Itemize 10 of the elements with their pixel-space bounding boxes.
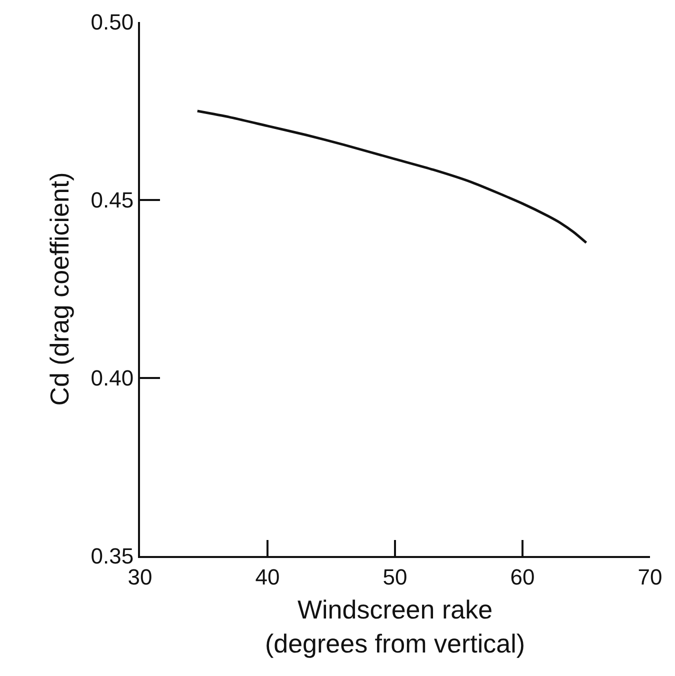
x-tick-label: 70 xyxy=(638,564,662,590)
y-tick-label: 0.50 xyxy=(90,10,134,35)
x-tick-label: 50 xyxy=(382,564,408,590)
y-axis-title: Cd (drag coefficient) xyxy=(44,172,75,406)
y-tick-label: 0.40 xyxy=(90,366,134,391)
x-tick-label: 40 xyxy=(255,564,280,590)
line-series xyxy=(196,110,588,244)
x-axis-title: Windscreen rake (degrees from vertical) xyxy=(264,594,526,658)
y-tick-label: 0.45 xyxy=(90,188,134,213)
x-tick-label: 60 xyxy=(510,564,535,590)
